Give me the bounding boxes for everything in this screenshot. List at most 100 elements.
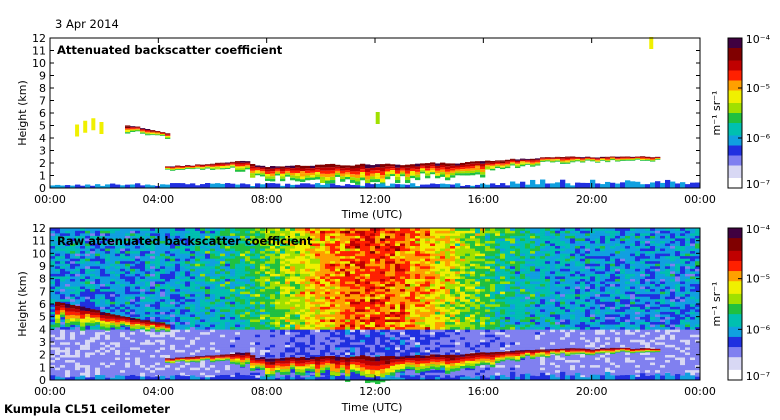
- layer-cell: [475, 161, 481, 164]
- noise-cell: [150, 319, 156, 323]
- noise-cell: [140, 278, 146, 282]
- noise-cell: [220, 316, 226, 320]
- layer-cell: [360, 177, 366, 181]
- noise-cell: [105, 354, 111, 358]
- colorbar-swatch: [728, 183, 742, 186]
- noise-cell: [140, 306, 146, 310]
- noise-cell: [315, 321, 321, 325]
- layer-cell: [415, 171, 421, 175]
- noise-cell: [180, 273, 186, 277]
- noise-cell: [380, 339, 386, 343]
- noise-cell: [215, 238, 221, 241]
- colorbar-swatch: [728, 150, 742, 154]
- noise-cell: [345, 329, 351, 333]
- noise-cell: [65, 245, 71, 249]
- noise-cell: [365, 281, 371, 285]
- noise-cell: [205, 352, 211, 355]
- colorbar-swatch: [728, 58, 742, 61]
- layer-cell: [125, 125, 131, 127]
- noise-cell: [65, 278, 71, 282]
- noise-cell: [335, 311, 341, 315]
- noise-cell: [225, 283, 231, 287]
- noise-cell: [95, 331, 101, 335]
- noise-cell: [290, 283, 296, 287]
- layer-cell: [255, 168, 261, 171]
- layer-cell: [640, 157, 646, 159]
- noise-cell: [150, 258, 156, 262]
- noise-cell: [350, 228, 356, 231]
- noise-cell: [95, 281, 101, 285]
- noise-cell: [330, 306, 336, 310]
- noise-cell: [225, 316, 231, 320]
- noise-cell: [240, 349, 246, 353]
- noise-cell: [315, 352, 321, 355]
- noise-cell: [200, 306, 206, 310]
- noise-cell: [380, 268, 386, 272]
- noise-cell: [210, 311, 216, 315]
- noise-cell: [200, 243, 206, 247]
- noise-cell: [310, 271, 316, 274]
- layer-cell: [285, 165, 291, 168]
- noise-cell: [125, 362, 131, 366]
- noise-cell: [110, 331, 116, 335]
- noise-cell: [315, 255, 321, 259]
- noise-cell: [340, 240, 346, 244]
- noise-cell: [190, 329, 196, 333]
- noise-cell: [250, 319, 256, 323]
- noise-cell: [330, 296, 336, 300]
- noise-cell: [195, 238, 201, 241]
- noise-cell: [305, 293, 311, 297]
- noise-cell: [365, 354, 371, 358]
- noise-cell: [180, 266, 186, 269]
- noise-cell: [175, 306, 181, 310]
- noise-cell: [200, 245, 206, 249]
- noise-cell: [120, 271, 126, 274]
- noise-cell: [130, 230, 136, 234]
- noise-cell: [170, 283, 176, 287]
- noise-cell: [255, 352, 261, 355]
- noise-cell: [200, 268, 206, 272]
- noise-cell: [190, 296, 196, 300]
- x-tick-label: 00:00: [684, 193, 716, 206]
- noise-cell: [185, 263, 191, 267]
- noise-cell: [60, 281, 66, 285]
- noise-cell: [205, 329, 211, 333]
- noise-cell: [50, 367, 56, 371]
- layer-cell: [495, 166, 501, 169]
- noise-cell: [130, 298, 136, 302]
- noise-cell: [210, 263, 216, 267]
- noise-cell: [230, 367, 236, 371]
- noise-cell: [290, 271, 296, 274]
- noise-cell: [290, 344, 296, 348]
- noise-cell: [205, 273, 211, 277]
- noise-cell: [130, 342, 136, 345]
- noise-cell: [345, 326, 351, 330]
- layer-cell: [160, 135, 166, 136]
- noise-cell: [210, 281, 216, 285]
- noise-cell: [145, 235, 151, 239]
- noise-cell: [65, 367, 71, 371]
- noise-cell: [225, 253, 231, 257]
- layer-cell: [355, 174, 361, 179]
- noise-cell: [315, 342, 321, 345]
- noise-cell: [205, 248, 211, 252]
- layer-cell: [245, 163, 251, 166]
- noise-cell: [160, 281, 166, 285]
- noise-cell: [75, 342, 81, 345]
- noise-cell: [65, 260, 71, 264]
- noise-cell: [375, 342, 381, 345]
- noise-cell: [165, 243, 171, 247]
- noise-cell: [330, 342, 336, 345]
- noise-cell: [330, 271, 336, 274]
- noise-cell: [355, 286, 361, 290]
- noise-cell: [315, 253, 321, 257]
- noise-cell: [230, 331, 236, 335]
- noise-cell: [180, 334, 186, 338]
- noise-cell: [345, 266, 351, 269]
- noise-cell: [360, 258, 366, 262]
- noise-cell: [125, 263, 131, 267]
- noise-cell: [90, 372, 96, 376]
- layer-cell: [435, 168, 441, 171]
- noise-cell: [145, 362, 151, 366]
- layer-cell: [570, 160, 576, 162]
